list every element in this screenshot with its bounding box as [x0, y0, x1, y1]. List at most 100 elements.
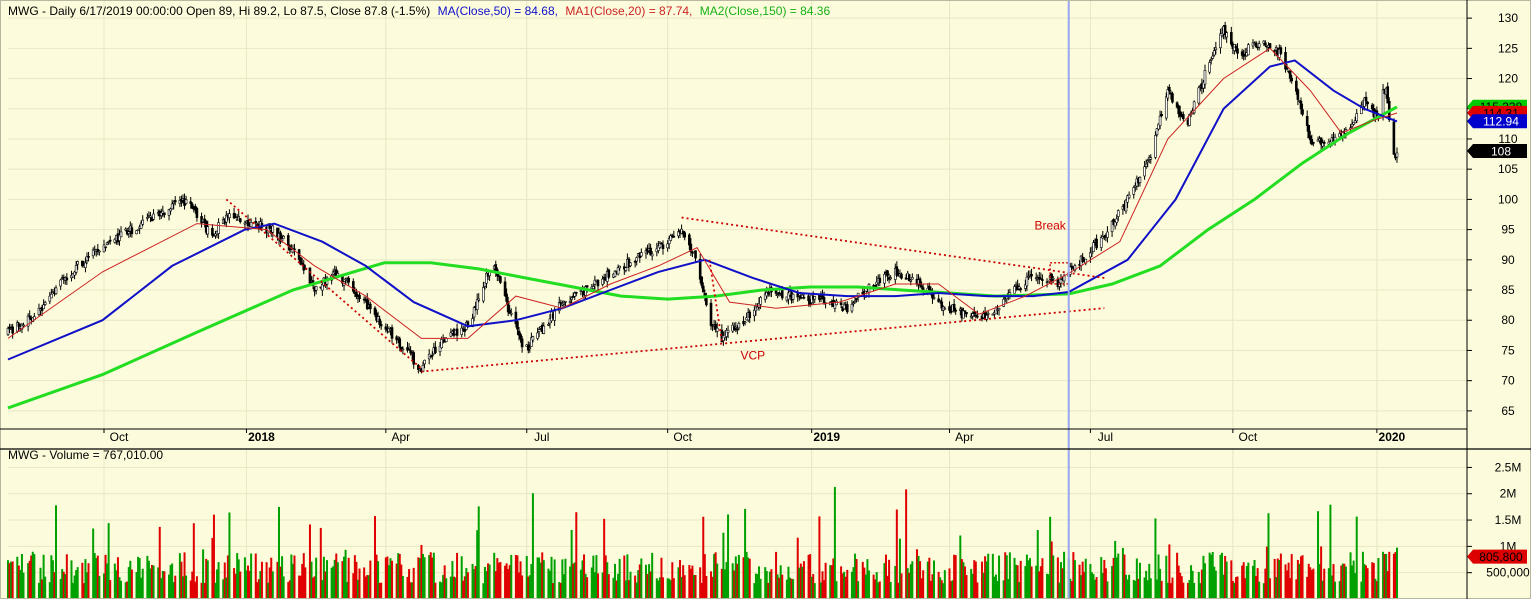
candle-body — [1166, 89, 1170, 99]
volume-bar — [1123, 554, 1126, 599]
volume-bar — [124, 582, 127, 599]
volume-bar — [214, 582, 217, 599]
volume-bar — [1296, 559, 1299, 599]
volume-bar — [82, 583, 85, 599]
volume-bar — [260, 561, 263, 599]
candle-body — [1310, 139, 1314, 145]
volume-bar — [1231, 580, 1234, 599]
volume-bar — [465, 568, 468, 599]
candle-body — [214, 233, 217, 236]
volume-bar — [423, 557, 426, 599]
volume-bar — [497, 562, 500, 599]
candle-body — [1236, 48, 1239, 54]
volume-bar — [443, 565, 446, 599]
volume-bar — [809, 554, 812, 599]
candle-body — [852, 302, 855, 305]
volume-bar — [1363, 564, 1366, 599]
volume-bar — [355, 561, 358, 599]
candle-body — [1154, 135, 1157, 158]
candle-body — [105, 242, 109, 245]
volume-bar — [439, 581, 442, 599]
candle-body — [321, 284, 324, 291]
volume-bar — [985, 561, 988, 599]
volume-bar — [937, 571, 940, 599]
candle-body — [986, 313, 990, 315]
volume-bar — [1058, 582, 1061, 599]
volume-bar — [1222, 574, 1225, 599]
volume-bar — [302, 553, 305, 599]
volume-bar — [267, 582, 270, 599]
volume-bar — [651, 552, 654, 599]
volume-bar — [692, 574, 695, 599]
volume-bar — [558, 582, 561, 599]
candle-body — [722, 335, 725, 341]
candle-body — [1360, 104, 1363, 115]
volume-bar — [671, 562, 674, 599]
candle-body — [1144, 163, 1148, 167]
candle-body — [300, 262, 304, 265]
date-tick-label: Apr — [391, 430, 410, 444]
volume-bar — [1027, 560, 1030, 599]
volume-bar — [412, 567, 415, 599]
candle-body — [503, 281, 507, 296]
volume-bar — [428, 555, 431, 599]
candle-body — [1392, 121, 1396, 155]
candle-body — [1095, 238, 1098, 249]
volume-bar — [1049, 516, 1052, 599]
volume-bar — [1264, 568, 1267, 599]
volume-bar — [612, 577, 615, 599]
candle-body — [1262, 40, 1266, 44]
candle-body — [1322, 141, 1326, 144]
candle-body — [190, 203, 194, 209]
volume-bar — [1069, 578, 1072, 599]
candle-body — [889, 277, 892, 280]
volume-bar — [1157, 554, 1160, 599]
volume-bar — [347, 557, 350, 599]
candle-body — [878, 277, 882, 283]
candle-body — [677, 231, 680, 237]
volume-bar — [747, 557, 750, 599]
volume-bar — [1146, 580, 1149, 599]
candle-body — [108, 239, 112, 242]
candle-body — [1051, 278, 1055, 280]
candle-body — [412, 352, 416, 365]
candle-body — [268, 225, 271, 229]
volume-bar — [92, 528, 95, 599]
candle-body — [246, 220, 250, 227]
volume-bar — [742, 557, 745, 599]
volume-bar — [536, 557, 539, 599]
volume-bar — [1327, 568, 1330, 599]
volume-bar — [183, 552, 186, 599]
candle-body — [1155, 128, 1159, 135]
candle-body — [85, 256, 89, 262]
candle-body — [17, 323, 21, 327]
volume-bar — [1046, 573, 1049, 599]
candle-body — [909, 279, 913, 282]
volume-bar — [802, 561, 805, 599]
volume-bar — [846, 569, 849, 599]
volume-bar — [118, 577, 121, 599]
volume-bar — [1103, 559, 1106, 599]
volume-bar — [308, 524, 311, 599]
volume-bar — [185, 575, 188, 599]
candle-body — [1113, 221, 1117, 227]
volume-bar — [1004, 552, 1007, 599]
volume-bar — [225, 577, 228, 599]
volume-bar — [30, 555, 33, 599]
volume-bar — [965, 575, 968, 599]
trendline — [225, 198, 423, 370]
volume-bar — [87, 563, 90, 599]
volume-bar — [1160, 580, 1163, 599]
candle-body — [482, 287, 485, 302]
volume-bar — [1171, 577, 1174, 599]
volume-bar — [753, 583, 756, 599]
volume-bars — [7, 486, 1398, 599]
annotations: VCP Break — [740, 219, 1066, 363]
volume-bar — [1310, 570, 1313, 599]
volume-bar — [1135, 558, 1138, 599]
volume-bar — [429, 552, 432, 599]
candle-body — [1209, 59, 1213, 61]
